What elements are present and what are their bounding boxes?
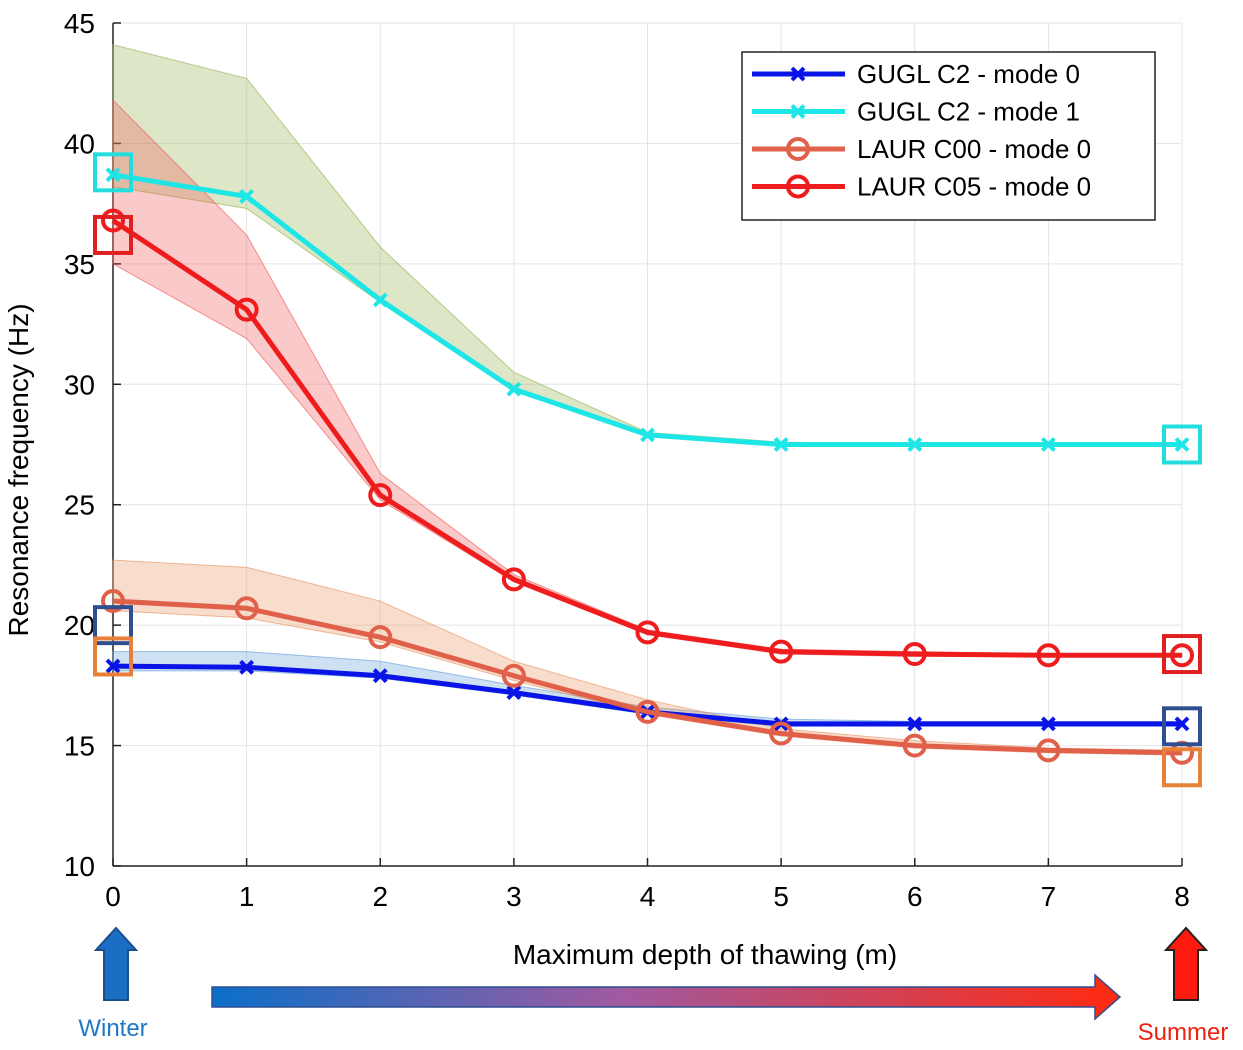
legend-box bbox=[741, 51, 1156, 221]
marker bbox=[105, 658, 121, 674]
x-tick-label: 0 bbox=[105, 881, 121, 912]
x-tick-label: 5 bbox=[773, 881, 789, 912]
marker bbox=[372, 292, 388, 308]
observed-box bbox=[1162, 706, 1202, 747]
observed-box bbox=[93, 152, 133, 193]
y-tick-label: 15 bbox=[64, 731, 95, 762]
y-tick-label: 10 bbox=[64, 851, 95, 882]
marker bbox=[101, 208, 125, 233]
y-tick-label: 40 bbox=[64, 128, 95, 159]
marker bbox=[1036, 643, 1061, 668]
legend-marker bbox=[786, 137, 810, 161]
marker bbox=[105, 167, 121, 183]
marker bbox=[501, 567, 526, 592]
marker bbox=[907, 716, 923, 732]
observed-box bbox=[93, 605, 133, 646]
x-tick-label: 1 bbox=[239, 881, 255, 912]
winter-arrow bbox=[93, 926, 139, 1001]
marker bbox=[234, 596, 259, 621]
marker bbox=[1040, 437, 1056, 452]
marker bbox=[368, 625, 393, 650]
marker bbox=[902, 642, 927, 667]
legend-label: LAUR C00 - mode 0 bbox=[857, 134, 1091, 164]
legend-label: GUGL C2 - mode 1 bbox=[857, 97, 1080, 127]
marker bbox=[635, 699, 660, 724]
marker bbox=[501, 663, 526, 688]
marker bbox=[372, 668, 388, 684]
marker bbox=[506, 381, 522, 397]
marker bbox=[239, 659, 255, 675]
y-tick-label: 45 bbox=[64, 8, 95, 39]
y-tick-label: 25 bbox=[64, 490, 95, 521]
marker bbox=[234, 297, 259, 322]
observed-box bbox=[1162, 747, 1202, 788]
marker bbox=[368, 483, 393, 508]
marker bbox=[101, 589, 125, 614]
x-tick-label: 6 bbox=[907, 881, 923, 912]
legend-marker bbox=[786, 174, 810, 199]
y-tick-label: 20 bbox=[64, 610, 95, 641]
marker bbox=[1036, 738, 1061, 763]
observed-box bbox=[1162, 424, 1202, 465]
y-tick-label: 30 bbox=[64, 369, 95, 400]
series-line bbox=[111, 218, 1182, 658]
x-tick-label: 4 bbox=[640, 881, 656, 912]
x-tick-label: 3 bbox=[506, 881, 522, 912]
marker bbox=[907, 437, 923, 452]
marker bbox=[902, 733, 927, 758]
marker bbox=[1174, 716, 1190, 732]
marker bbox=[769, 639, 794, 664]
observed-box bbox=[93, 214, 133, 255]
marker bbox=[773, 437, 789, 452]
marker bbox=[506, 685, 522, 700]
observed-box bbox=[93, 636, 133, 677]
legend-marker bbox=[790, 104, 806, 119]
y-axis-label: Resonance frequency (Hz) bbox=[3, 303, 34, 636]
summer-arrow bbox=[1163, 926, 1209, 1001]
season-arrow bbox=[211, 973, 1122, 1021]
marker bbox=[635, 620, 660, 645]
series-line bbox=[112, 598, 1183, 756]
marker bbox=[1174, 437, 1190, 452]
observed-box bbox=[1162, 634, 1202, 675]
marker bbox=[239, 189, 255, 204]
marker bbox=[640, 427, 655, 443]
summer-label: Summer bbox=[1138, 1019, 1229, 1045]
legend-label: LAUR C05 - mode 0 bbox=[857, 172, 1091, 202]
y-tick-label: 35 bbox=[64, 249, 95, 280]
marker bbox=[1170, 643, 1194, 668]
x-tick-label: 2 bbox=[372, 881, 388, 912]
legend-label: GUGL C2 - mode 0 bbox=[857, 59, 1080, 89]
marker bbox=[769, 721, 794, 746]
uncertainty-band bbox=[112, 559, 1183, 756]
winter-label: Winter bbox=[78, 1015, 147, 1042]
x-tick-label: 7 bbox=[1041, 881, 1057, 912]
marker bbox=[1040, 716, 1056, 732]
x-tick-label: 8 bbox=[1174, 881, 1190, 912]
x-axis-label: Maximum depth of thawing (m) bbox=[513, 939, 897, 970]
legend-marker bbox=[790, 66, 806, 82]
